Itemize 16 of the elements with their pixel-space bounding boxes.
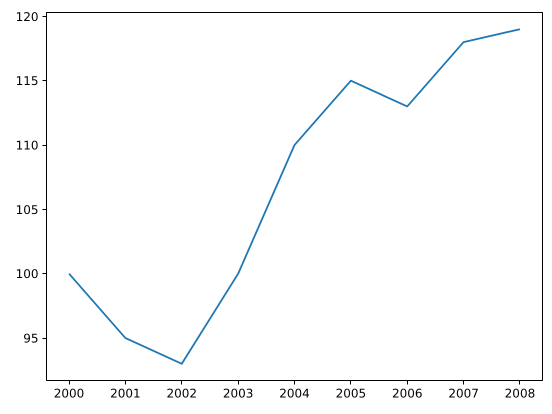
y-tick-label: 110 bbox=[16, 138, 38, 153]
x-tick-label: 2005 bbox=[336, 386, 366, 400]
y-tick-label: 105 bbox=[16, 202, 38, 217]
x-tick-label: 2001 bbox=[110, 386, 141, 400]
line-series bbox=[68, 28, 521, 365]
y-tick-label: 100 bbox=[16, 267, 38, 282]
x-tick-label: 2006 bbox=[392, 386, 423, 400]
x-tick-label: 2004 bbox=[279, 386, 310, 400]
y-tick-label: 115 bbox=[16, 74, 38, 88]
x-tick-label: 2008 bbox=[504, 386, 536, 400]
x-tick-label: 2000 bbox=[54, 386, 84, 400]
x-tick-label: 2007 bbox=[448, 386, 479, 400]
y-tick-label: 120 bbox=[16, 10, 38, 24]
x-tick-label: 2003 bbox=[222, 386, 254, 400]
y-tick-label: 95 bbox=[23, 332, 39, 346]
x-tick-label: 2002 bbox=[166, 386, 198, 400]
